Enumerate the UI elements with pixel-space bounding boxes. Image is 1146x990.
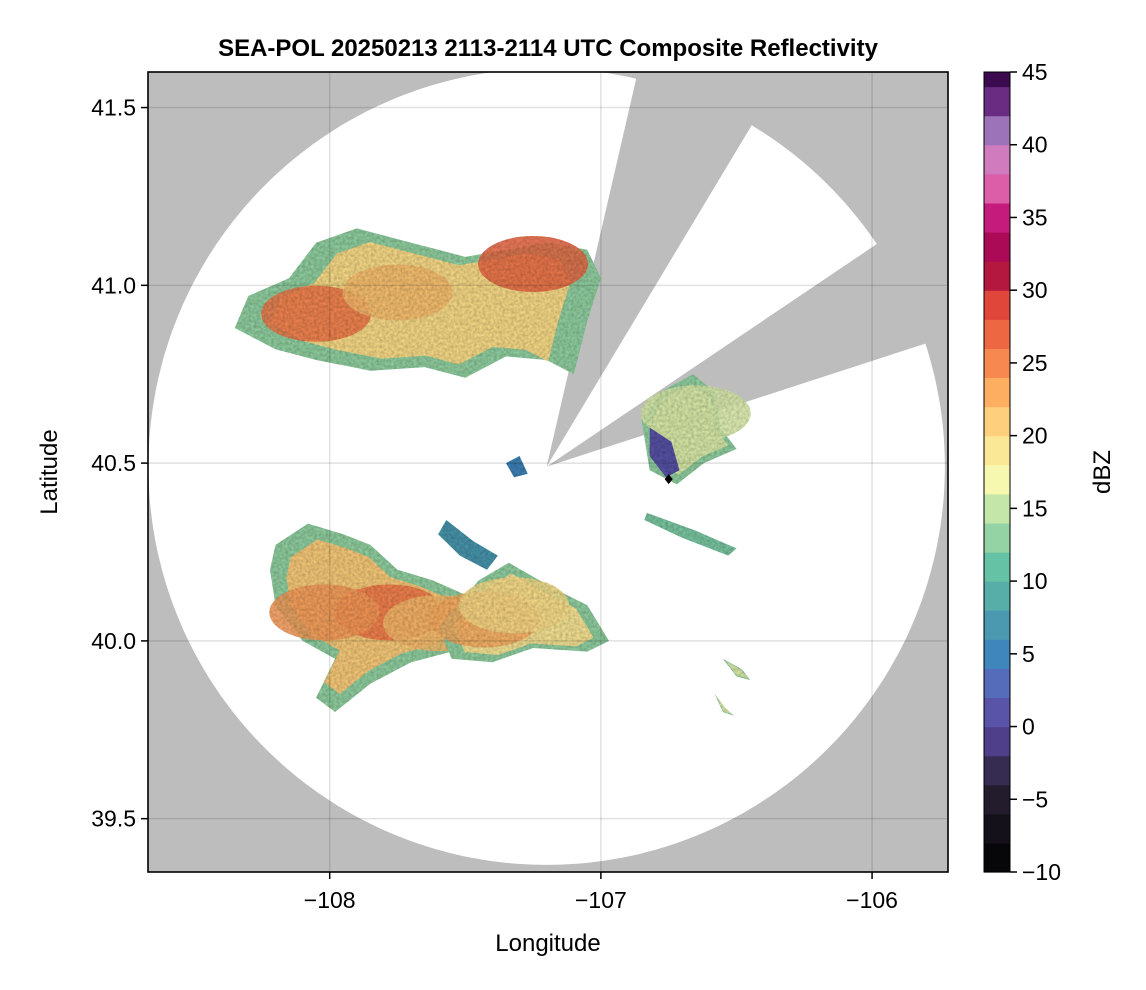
echo-core: [478, 236, 589, 292]
colorbar-segment: [984, 581, 1010, 611]
echo-region-body: [443, 524, 493, 566]
echo-region-body: [716, 696, 733, 715]
colorbar-segment: [984, 493, 1010, 524]
echo-core: [640, 385, 751, 442]
y-axis-ticks: 39.5 40.0 40.5 41.0 41.5: [91, 95, 148, 832]
echo-region: [234, 228, 601, 378]
echo-region: [644, 512, 737, 556]
chart-title: SEA-POL 20250213 2113-2114 UTC Composite…: [218, 35, 879, 62]
y-tick-label: 40.0: [91, 628, 136, 654]
colorbar-tick-label: 20: [1022, 423, 1048, 449]
colorbar-segment: [984, 464, 1010, 495]
colorbar-frame: [983, 71, 1011, 873]
echo-core: [269, 584, 380, 641]
colorbar-tick-label: 40: [1022, 132, 1048, 158]
x-axis-ticks: −108 −107 −106: [304, 872, 898, 913]
colorbar-tick-label: 25: [1022, 350, 1048, 376]
y-tick-label: 39.5: [91, 806, 136, 832]
colorbar-segment: [984, 522, 1010, 553]
colorbar-segment: [984, 610, 1010, 640]
colorbar-segment: [984, 435, 1010, 466]
y-axis-label: Latitude: [36, 429, 63, 514]
colorbar-segment: [984, 726, 1010, 757]
x-tick-label: −107: [575, 887, 627, 913]
colorbar-segment: [984, 755, 1010, 786]
echo-region-body: [725, 660, 748, 679]
colorbar-segment: [984, 813, 1010, 844]
x-axis-label: Longitude: [495, 930, 600, 957]
colorbar-tick-label: 15: [1022, 495, 1048, 521]
echo-region: [269, 523, 494, 712]
colorbar-segment: [984, 406, 1010, 437]
colorbar-tick-label: −5: [1022, 786, 1048, 812]
echo-region: [649, 427, 680, 478]
colorbar-tick-label: 5: [1022, 641, 1035, 667]
colorbar-segment: [984, 842, 1010, 873]
colorbar-tick-label: 30: [1022, 277, 1048, 303]
colorbar-label: dBZ: [1089, 450, 1116, 494]
colorbar-segment: [984, 173, 1010, 204]
colorbar-segment: [984, 144, 1010, 175]
colorbar: −10 −5 0 5 10 15 20 25 30 35 40 45: [983, 59, 1061, 885]
echo-region: [506, 456, 528, 478]
colorbar-segment: [984, 261, 1010, 291]
y-tick-label: 41.5: [91, 95, 136, 121]
colorbar-tick-label: 45: [1022, 59, 1048, 85]
colorbar-tick-label: −10: [1022, 859, 1061, 885]
x-tick-label: −106: [846, 887, 898, 913]
echo-region: [438, 520, 498, 570]
echo-region-body: [507, 458, 526, 476]
colorbar-segment: [984, 86, 1010, 117]
plot-area: [148, 72, 948, 872]
echo-region-body: [652, 516, 728, 552]
grid-lines: [148, 72, 948, 872]
x-tick-label: −108: [304, 887, 356, 913]
colorbar-segment: [984, 784, 1010, 815]
colorbar-segment: [984, 290, 1010, 320]
colorbar-segment: [984, 377, 1010, 408]
echo-region: [429, 562, 609, 663]
colorbar-segment: [984, 115, 1010, 146]
radar-marker: [664, 474, 673, 485]
echo-region: [722, 658, 750, 680]
colorbar-tick-label: 10: [1022, 568, 1048, 594]
echo-region-body: [652, 432, 677, 474]
colorbar-segment: [984, 348, 1010, 379]
colorbar-segment: [984, 697, 1010, 728]
colorbar-tick-label: 0: [1022, 714, 1035, 740]
colorbar-segment: [984, 552, 1010, 582]
y-tick-label: 40.5: [91, 450, 136, 476]
plot-frame: [147, 71, 949, 873]
colorbar-segment: [984, 202, 1010, 233]
colorbar-segment: [984, 668, 1010, 699]
echo-layer: [234, 228, 751, 716]
colorbar-segment: [984, 319, 1010, 349]
echo-core: [342, 264, 453, 321]
echo-region: [714, 694, 734, 716]
colorbar-segment: [984, 72, 1010, 88]
colorbar-segment: [984, 639, 1010, 669]
echo-core: [459, 577, 570, 634]
colorbar-segment: [984, 232, 1010, 262]
colorbar-tick-label: 35: [1022, 204, 1048, 230]
echo-core: [261, 285, 372, 342]
y-tick-label: 41.0: [91, 272, 136, 298]
